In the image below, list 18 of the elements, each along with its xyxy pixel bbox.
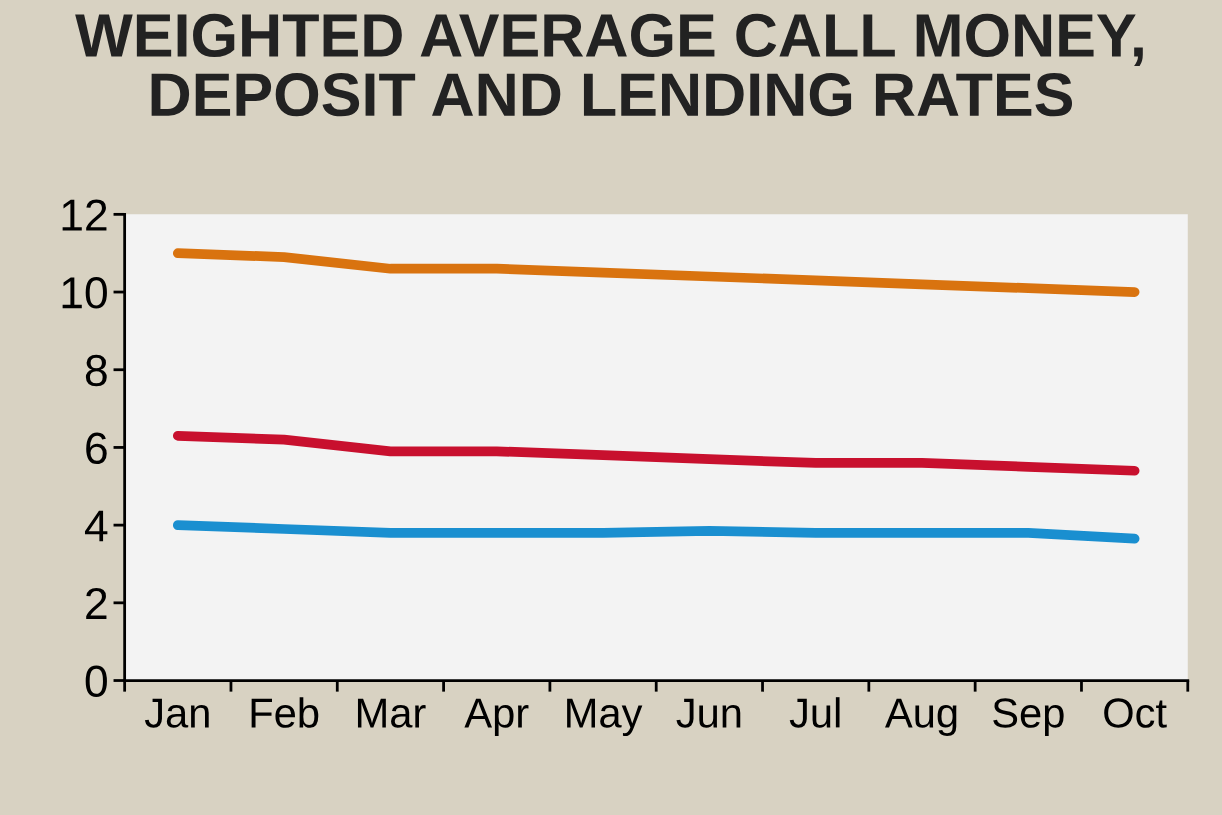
x-tick-label: Jan (144, 698, 209, 728)
y-tick-label: 10 (62, 277, 107, 309)
x-tick-label: Jun (676, 698, 741, 728)
x-tick-label: May (567, 698, 643, 737)
y-tick-label: 4 (84, 510, 108, 542)
x-tick-label: Feb (251, 697, 319, 728)
y-tick-label: 2 (86, 587, 107, 619)
y-tick-label: 0 (85, 665, 107, 698)
y-tick-label: 6 (86, 432, 107, 464)
chart-title: WEIGHTED AVERAGE CALL MONEY, DEPOSIT AND LENDING RATES (75, 13, 1143, 117)
x-tick-label: Apr (464, 698, 529, 737)
x-tick-label: Oct (1104, 698, 1167, 728)
x-tick-label: Jul (789, 697, 840, 728)
x-tick-label: Mar (357, 698, 426, 728)
y-tick-label: 8 (85, 354, 107, 387)
y-tick-label: 12 (62, 199, 107, 231)
x-tick-label: Sep (993, 698, 1064, 737)
x-tick-label: Aug (885, 698, 957, 737)
